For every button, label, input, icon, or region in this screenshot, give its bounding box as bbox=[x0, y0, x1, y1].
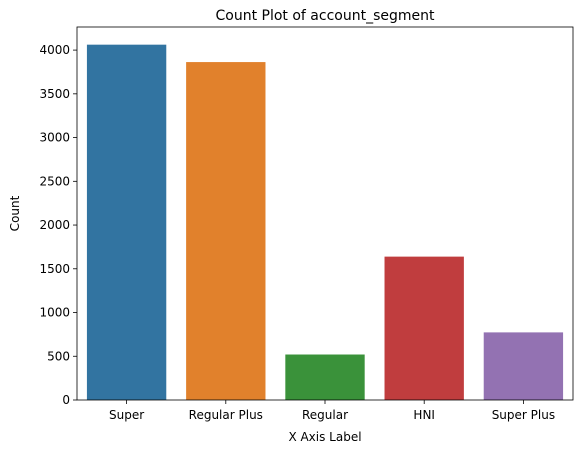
x-axis-label: X Axis Label bbox=[288, 430, 361, 444]
bars-group bbox=[86, 44, 564, 401]
x-tick-label: Super bbox=[109, 408, 144, 422]
y-axis-label: Count bbox=[8, 195, 22, 231]
chart-title: Count Plot of account_segment bbox=[216, 8, 436, 24]
y-tick-label: 500 bbox=[47, 349, 70, 363]
y-tick-label: 3000 bbox=[39, 131, 70, 145]
y-tick-label: 2500 bbox=[39, 174, 70, 188]
x-tick-label: Super Plus bbox=[492, 408, 555, 422]
plot-frame bbox=[76, 26, 574, 401]
bar-regular bbox=[285, 354, 365, 400]
x-tick-label: HNI bbox=[413, 408, 435, 422]
bar-hni bbox=[384, 256, 464, 400]
y-tick-label: 4000 bbox=[39, 43, 70, 57]
y-tick-label: 1500 bbox=[39, 262, 70, 276]
y-tick-label: 3500 bbox=[39, 87, 70, 101]
bar-super bbox=[86, 44, 167, 401]
x-tick-label: Regular bbox=[302, 408, 348, 422]
y-tick-label: 1000 bbox=[39, 306, 70, 320]
bar-super-plus bbox=[483, 332, 564, 400]
x-tick-label: Regular Plus bbox=[189, 408, 263, 422]
x-axis-ticks: Super Regular Plus Regular HNI Super Plus bbox=[109, 400, 555, 422]
y-tick-label: 2000 bbox=[39, 218, 70, 232]
y-axis-ticks: 0 500 1000 1500 2000 2500 3000 3500 4000 bbox=[39, 43, 77, 407]
bar-regular-plus bbox=[186, 62, 266, 400]
y-tick-label: 0 bbox=[62, 393, 70, 407]
